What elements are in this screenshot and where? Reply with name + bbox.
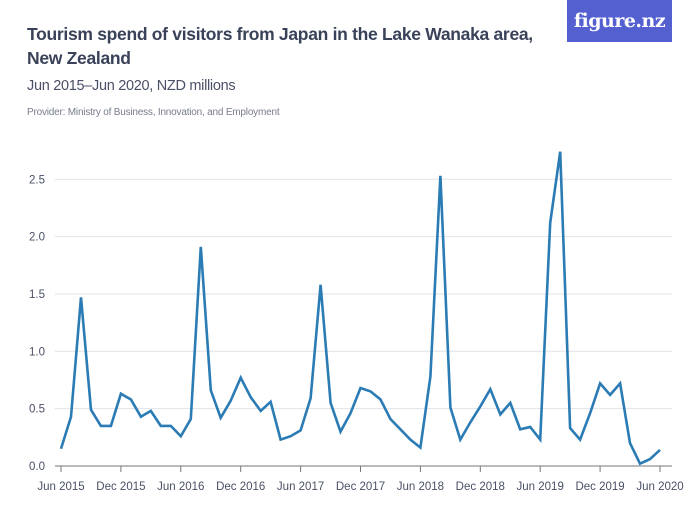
- data-point[interactable]: [487, 386, 493, 392]
- data-point[interactable]: [298, 427, 304, 433]
- data-point[interactable]: [258, 408, 264, 414]
- provider-note: Provider: Ministry of Business, Innovati…: [27, 107, 280, 118]
- data-point[interactable]: [318, 282, 324, 288]
- data-point[interactable]: [178, 433, 184, 439]
- data-point[interactable]: [457, 437, 463, 443]
- data-point[interactable]: [477, 403, 483, 409]
- chart-title: Tourism spend of visitors from Japan in …: [27, 24, 533, 68]
- data-point[interactable]: [108, 423, 114, 429]
- figure-nz-logo[interactable]: figure.nz: [567, 0, 672, 42]
- data-point[interactable]: [168, 423, 174, 429]
- data-point[interactable]: [338, 429, 344, 435]
- data-point[interactable]: [158, 423, 164, 429]
- x-tick-label: Dec 2015: [96, 481, 145, 493]
- data-point[interactable]: [208, 387, 214, 393]
- data-point[interactable]: [377, 396, 383, 402]
- data-point[interactable]: [138, 414, 144, 420]
- chart-subtitle: Jun 2015–Jun 2020, NZD millions: [27, 78, 236, 94]
- y-tick-label: 0.0: [29, 461, 45, 473]
- x-tick-label: Dec 2016: [216, 481, 265, 493]
- data-point[interactable]: [637, 461, 643, 467]
- x-tick-label: Dec 2019: [575, 481, 624, 493]
- y-tick-label: 1.0: [29, 346, 45, 358]
- data-point[interactable]: [507, 400, 513, 406]
- data-point[interactable]: [407, 437, 413, 443]
- data-point[interactable]: [328, 400, 334, 406]
- y-tick-label: 2.5: [29, 174, 45, 186]
- x-tick-label: Jun 2019: [517, 481, 564, 493]
- data-point[interactable]: [597, 380, 603, 386]
- data-point[interactable]: [268, 399, 274, 405]
- data-point[interactable]: [497, 411, 503, 417]
- data-point[interactable]: [58, 446, 64, 452]
- data-point[interactable]: [218, 415, 224, 421]
- data-point[interactable]: [78, 294, 84, 300]
- x-tick-label: Jun 2017: [277, 481, 324, 493]
- data-point[interactable]: [228, 398, 234, 404]
- x-tick-label: Jun 2018: [397, 481, 444, 493]
- data-point[interactable]: [537, 437, 543, 443]
- data-point[interactable]: [557, 149, 563, 155]
- data-point[interactable]: [248, 394, 254, 400]
- data-point[interactable]: [98, 423, 104, 429]
- data-point[interactable]: [617, 380, 623, 386]
- data-point[interactable]: [278, 437, 284, 443]
- y-tick-label: 1.5: [29, 289, 45, 301]
- data-point[interactable]: [467, 419, 473, 425]
- data-point[interactable]: [188, 416, 194, 422]
- data-point[interactable]: [387, 416, 393, 422]
- data-point[interactable]: [288, 433, 294, 439]
- series-layer: [58, 149, 663, 467]
- data-point[interactable]: [308, 395, 314, 401]
- data-point[interactable]: [68, 414, 74, 420]
- data-point[interactable]: [417, 445, 423, 451]
- data-point[interactable]: [527, 424, 533, 430]
- data-point[interactable]: [397, 426, 403, 432]
- data-point[interactable]: [567, 425, 573, 431]
- data-point[interactable]: [358, 385, 364, 391]
- data-point[interactable]: [238, 375, 244, 381]
- y-tick-label: 2.0: [29, 232, 45, 244]
- data-point[interactable]: [348, 410, 354, 416]
- gridlines: [55, 178, 672, 410]
- y-axis: 0.0 0.5 1.0 1.5 2.0 2.5: [29, 174, 45, 473]
- data-point[interactable]: [627, 440, 633, 446]
- data-point[interactable]: [148, 408, 154, 414]
- data-point[interactable]: [118, 391, 124, 397]
- x-tick-label: Jun 2016: [157, 481, 204, 493]
- data-point[interactable]: [547, 220, 553, 226]
- data-point[interactable]: [198, 244, 204, 250]
- data-point[interactable]: [657, 447, 663, 453]
- x-tick-label: Jun 2015: [37, 481, 84, 493]
- y-tick-label: 0.5: [29, 404, 45, 416]
- data-point[interactable]: [607, 392, 613, 398]
- data-point[interactable]: [128, 396, 134, 402]
- x-tick-label: Dec 2018: [456, 481, 505, 493]
- series-line: [59, 151, 661, 466]
- x-tick-label: Dec 2017: [336, 481, 385, 493]
- data-point[interactable]: [88, 407, 94, 413]
- data-point[interactable]: [647, 456, 653, 462]
- data-point[interactable]: [447, 405, 453, 411]
- x-tick-label: Jun 2020: [636, 481, 683, 493]
- data-point[interactable]: [367, 388, 373, 394]
- data-point[interactable]: [427, 374, 433, 380]
- data-point[interactable]: [437, 173, 443, 179]
- data-point[interactable]: [577, 437, 583, 443]
- x-axis: Jun 2015 Dec 2015 Jun 2016 Dec 2016 Jun 2017…: [37, 465, 684, 493]
- data-point[interactable]: [587, 410, 593, 416]
- data-point[interactable]: [517, 426, 523, 432]
